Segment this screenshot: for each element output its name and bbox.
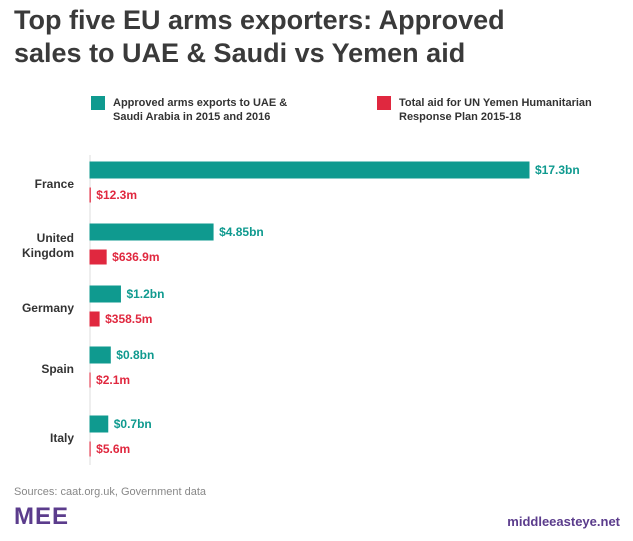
bar (89, 161, 530, 179)
data-label: $17.3bn (535, 163, 580, 177)
data-label: $358.5m (105, 312, 152, 326)
bar (89, 311, 100, 327)
bar (89, 285, 121, 303)
data-label: $12.3m (96, 188, 137, 202)
legend-swatch (377, 96, 391, 110)
data-label: $5.6m (96, 442, 130, 456)
logo: MEE (14, 503, 70, 530)
category-label: France (34, 176, 74, 191)
category-label: Spain (41, 361, 74, 376)
data-label: $636.9m (112, 250, 159, 264)
data-label: $0.7bn (114, 417, 152, 431)
bar (89, 346, 111, 364)
legend-label: Total aid for UN Yemen Humanitarian Resp… (399, 97, 592, 123)
legend-swatch (91, 96, 105, 110)
legend-label: Approved arms exports to UAE & Saudi Ara… (113, 97, 288, 123)
website: middleeasteye.net (507, 514, 620, 529)
data-label: $1.2bn (126, 287, 164, 301)
source: Sources: caat.org.uk, Government data (14, 486, 206, 498)
data-label: $2.1m (96, 373, 130, 387)
chart-title: Top five EU arms exporters: Approved sal… (14, 5, 505, 68)
bar (89, 415, 109, 433)
category-label: Italy (49, 430, 74, 445)
category-label: United Kingdom (22, 231, 74, 260)
bar (89, 223, 214, 241)
bar (89, 249, 107, 265)
data-label: $4.85bn (219, 225, 264, 239)
data-label: $0.8bn (116, 348, 154, 362)
category-label: Germany (21, 300, 74, 315)
